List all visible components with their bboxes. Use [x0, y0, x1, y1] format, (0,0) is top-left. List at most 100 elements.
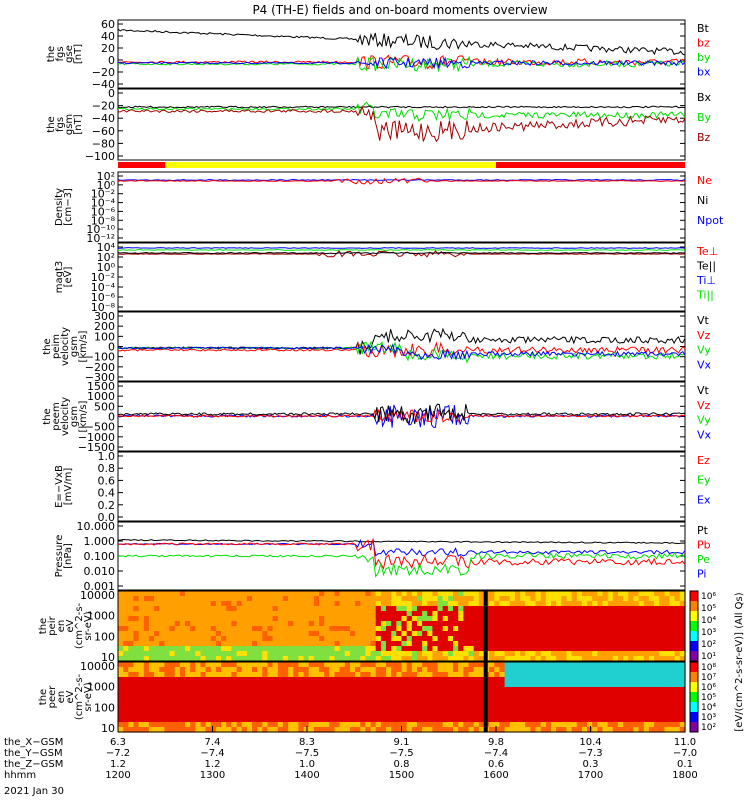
spectrogram-cell	[597, 702, 604, 708]
spectrogram-cell	[545, 682, 552, 688]
spectrogram-cell	[551, 626, 557, 632]
spectrogram-cell	[643, 727, 650, 733]
spectrogram-cell	[401, 601, 408, 607]
spectrogram-cell	[494, 717, 501, 723]
spectrogram-cell	[174, 717, 181, 723]
spectrogram-cell	[396, 682, 403, 688]
spectrogram-cell	[520, 601, 526, 607]
spectrogram-cell	[159, 591, 165, 597]
spectrogram-cell	[246, 687, 253, 693]
colorbar-segment	[690, 611, 698, 622]
spectrogram-cell	[659, 656, 665, 662]
legend-entry: Vt	[697, 384, 710, 397]
spectrogram-cell	[551, 646, 557, 652]
spectrogram-cell	[478, 697, 485, 703]
spectrogram-cell	[659, 667, 665, 673]
x-axis-row-label: the_X−GSM	[4, 737, 63, 748]
spectrogram-cell	[406, 621, 413, 627]
spectrogram-cell	[427, 717, 434, 723]
spectrogram-cell	[674, 702, 681, 708]
spectrogram-cell	[360, 611, 367, 617]
spectrogram-cell	[246, 626, 253, 632]
spectrogram-cell	[643, 712, 650, 718]
spectrogram-cell	[344, 712, 351, 718]
spectrogram-cell	[282, 656, 289, 662]
spectrogram-cell	[597, 591, 604, 597]
spectrogram-cell	[282, 692, 289, 698]
spectrogram-cell	[659, 687, 665, 693]
spectrogram-cell	[123, 636, 129, 642]
spectrogram-cell	[535, 631, 542, 637]
spectrogram-cell	[447, 631, 454, 637]
spectrogram-cell	[411, 636, 418, 642]
spectrogram-cell	[350, 717, 356, 723]
spectrogram-cell	[313, 656, 320, 662]
y-axis-label-line: gsm	[64, 114, 75, 135]
spectrogram-cell	[520, 717, 526, 723]
legend-entry: Bx	[697, 91, 712, 104]
traces-fgs-gse	[117, 28, 686, 73]
spectrogram-cell	[190, 626, 196, 632]
spectrogram-cell	[236, 656, 243, 662]
spectrogram-cell	[525, 606, 531, 612]
spectrogram-cell	[179, 641, 186, 647]
spectrogram-cell	[602, 621, 609, 627]
spectrogram-cell	[329, 601, 336, 607]
spectrogram-cell	[602, 631, 609, 637]
spectrogram-cell	[169, 626, 176, 632]
series-pi	[117, 538, 686, 557]
spectrogram-cell	[185, 677, 191, 683]
spectrogram-cell	[581, 672, 588, 678]
spectrogram-cell	[380, 682, 387, 688]
spectrogram-cell	[648, 606, 655, 612]
spectrogram-cell	[143, 631, 150, 637]
spectrogram-cell	[324, 626, 330, 632]
spectrogram-cell	[375, 712, 382, 718]
spectrogram-cell	[427, 596, 434, 602]
spectrogram-cell	[540, 712, 547, 718]
spectrogram-cell	[339, 712, 346, 718]
spectrogram-cell	[427, 636, 434, 642]
y-tick-label: 0.2	[98, 499, 116, 512]
spectrogram-cell	[597, 601, 604, 607]
spectrogram-cell	[509, 687, 516, 693]
spectrogram-cell	[654, 667, 660, 673]
spectrogram-cell	[396, 616, 403, 622]
spectrogram-cell	[210, 722, 217, 728]
spectrogram-cell	[355, 687, 361, 693]
spectrogram-cell	[489, 636, 495, 642]
spectrogram-cell	[174, 646, 181, 652]
colorbar-tick-label: 10³	[701, 713, 716, 723]
spectrogram-cell	[602, 712, 609, 718]
spectrogram-cell	[277, 702, 284, 708]
spectrogram-cell	[561, 707, 568, 713]
colorbar-tick-label: 10⁴	[701, 616, 716, 626]
spectrogram-cell	[190, 631, 196, 637]
spectrogram-cell	[324, 601, 330, 607]
spectrogram-cell	[190, 646, 196, 652]
spectrogram-cell	[540, 626, 547, 632]
spectrogram-cell	[231, 667, 238, 673]
spectrogram-cell	[118, 692, 124, 698]
spectrogram-cell	[185, 606, 191, 612]
spectrogram-cell	[396, 702, 403, 708]
spectrogram-cell	[427, 606, 434, 612]
spectrogram-cell	[210, 717, 217, 723]
spectrogram-cell	[406, 601, 413, 607]
spectrogram-cell	[277, 712, 284, 718]
spectrogram-cell	[164, 707, 171, 713]
spectrogram-cell	[195, 687, 202, 693]
spectrogram-cell	[525, 697, 531, 703]
y-tick-label: 1000	[87, 681, 115, 694]
spectrogram-cell	[571, 606, 578, 612]
spectrogram-cell	[293, 727, 300, 733]
spectrogram-cell	[298, 616, 305, 622]
spectrogram-cell	[638, 646, 645, 652]
spectrogram-cell	[494, 631, 501, 637]
spectrogram-cell	[324, 636, 330, 642]
spectrogram-cell	[607, 631, 614, 637]
spectrogram-cell	[355, 611, 361, 617]
spectrogram-cell	[128, 636, 135, 642]
spectrogram-cell	[226, 692, 232, 698]
spectrogram-cell	[592, 596, 598, 602]
